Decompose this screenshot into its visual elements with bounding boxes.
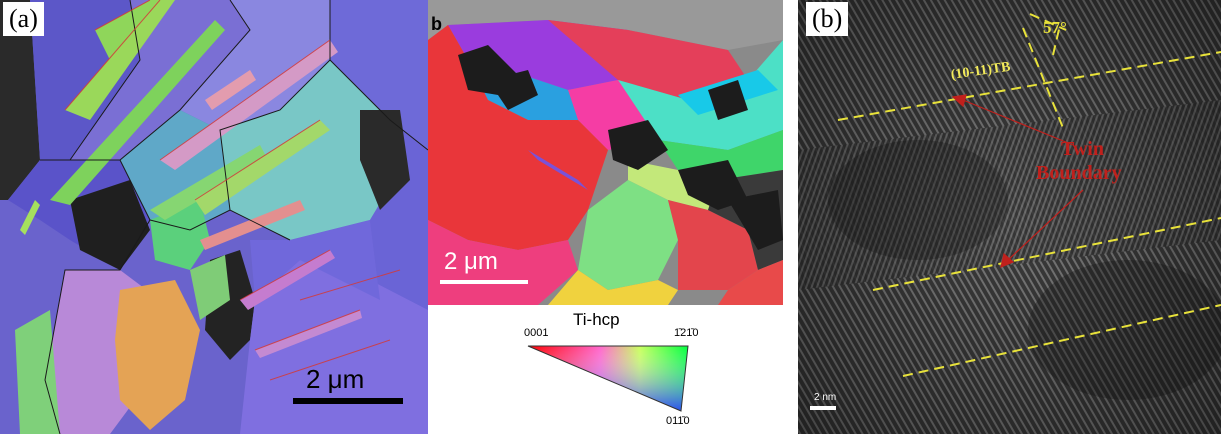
ebsd-map-a: (a) 2 μm (0, 0, 428, 434)
ebsd-grains-a (0, 0, 428, 434)
ipf-triangle (527, 345, 689, 412)
panel-label-b: b (431, 14, 442, 34)
scale-bar-label-tem: 2 nm (814, 392, 837, 403)
hrtem-lattice (798, 0, 1221, 434)
scale-bar-a (293, 398, 403, 404)
panel-label-b-tem: (b) (806, 2, 849, 36)
panel-label-a: (a) (3, 2, 44, 36)
ipf-corner-1210: 1̄21̄0 (674, 327, 699, 339)
ipf-legend: Ti-hcp 0001 1̄21̄0 011̄0 (428, 305, 783, 434)
ebsd-map-b: b 2 μm (428, 0, 783, 305)
twin-label-line2: Boundary (1036, 162, 1122, 184)
scale-bar-label-b: 2 μm (444, 248, 498, 275)
ipf-corner-0001: 0001 (524, 327, 549, 339)
ebsd-grains-b (428, 0, 783, 305)
scale-bar-b (440, 280, 528, 284)
twin-arrows (951, 94, 1084, 269)
angle-label: 57° (1043, 18, 1067, 37)
scale-bar-tem (810, 406, 836, 410)
twin-boundary-lines (837, 13, 1221, 377)
ipf-title: Ti-hcp (573, 310, 620, 329)
scale-bar-label-a: 2 μm (306, 364, 365, 394)
twin-label-line1: Twin (1061, 138, 1104, 160)
ipf-corner-0110: 011̄0 (666, 415, 690, 427)
hrtem-image: (b) 57° (10-11)TB Twin Boundary 2 nm (798, 0, 1221, 434)
